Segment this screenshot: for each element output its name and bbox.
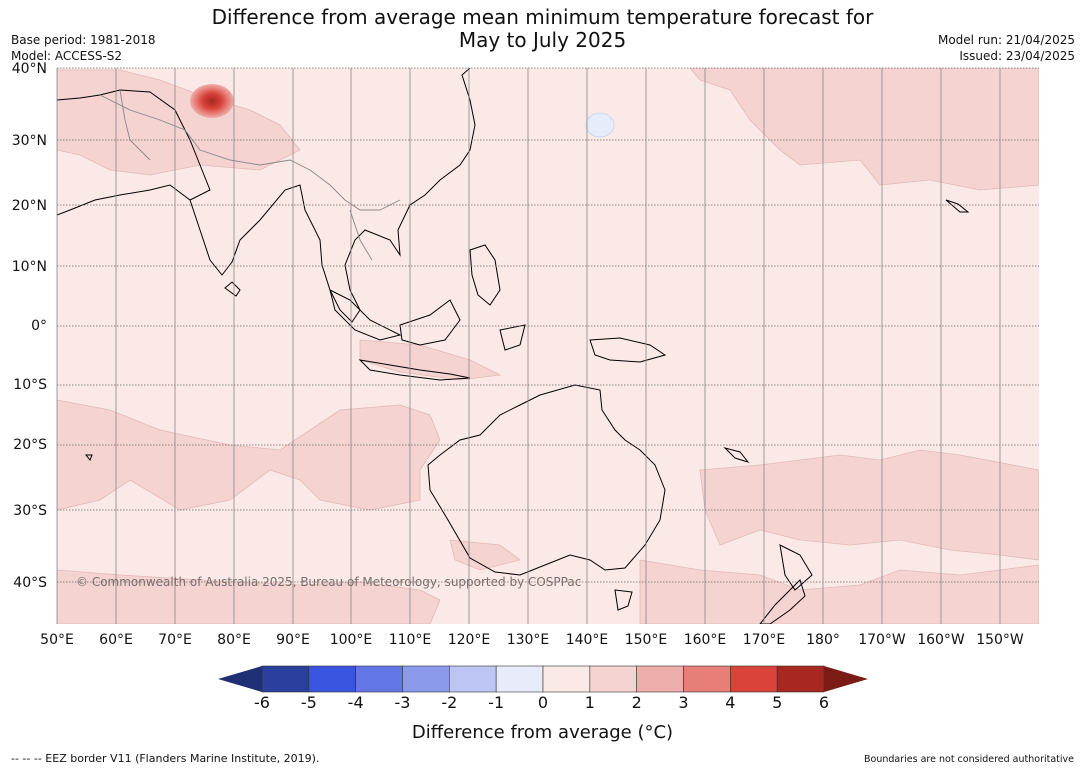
eez-footer-note: -- -- -- EEZ border V11 (Flanders Marine… <box>11 752 320 765</box>
lon-label-170e: 170°E <box>742 632 786 648</box>
lon-label-80e: 80°E <box>217 632 251 648</box>
colorbar-extend-low <box>218 666 262 692</box>
colorbar-cell <box>495 665 544 693</box>
colorbar-cell <box>730 665 778 693</box>
colorbar-tick-label: 1 <box>584 693 595 712</box>
colorbar-tick-label: 2 <box>631 693 642 712</box>
lon-label-130e: 130°E <box>506 632 550 648</box>
base-period: Base period: 1981-2018 <box>11 33 156 47</box>
colorbar-tick-label: 5 <box>772 693 783 712</box>
colorbar-tick-label: -6 <box>254 693 270 712</box>
lat-label-20s: 20°S <box>13 437 47 453</box>
colorbar <box>218 665 868 693</box>
model-name: Model: ACCESS-S2 <box>11 49 123 63</box>
lat-label-20n: 20°N <box>11 198 47 214</box>
lon-label-70e: 70°E <box>158 632 192 648</box>
lon-label-150w: 150°W <box>976 632 1024 648</box>
lat-label-40n: 40°N <box>11 61 47 77</box>
lon-label-160e: 160°E <box>683 632 727 648</box>
lat-label-30s: 30°S <box>13 503 47 519</box>
coastlines <box>57 68 970 624</box>
lat-label-10s: 10°S <box>13 377 47 393</box>
colorbar-tick-label: -1 <box>488 693 505 712</box>
colorbar-title: Difference from average (°C) <box>411 722 674 743</box>
colorbar-cell <box>308 665 356 693</box>
meta-left: Base period: 1981-2018 Model: ACCESS-S2 <box>11 32 156 64</box>
chart-title-line2: May to July 2025 <box>458 28 627 52</box>
colorbar-tick-label: 4 <box>725 693 736 712</box>
colorbar-extend-high <box>824 666 868 692</box>
country-borders <box>99 89 401 261</box>
chart-title-line1: Difference from average mean minimum tem… <box>211 5 874 29</box>
lon-label-140e: 140°E <box>565 632 609 648</box>
colorbar-tick-label: -3 <box>394 693 411 712</box>
lon-label-160w: 160°W <box>917 632 965 648</box>
lon-label-90e: 90°E <box>276 632 310 648</box>
meridians <box>56 68 1001 624</box>
lat-label-40s: 40°S <box>13 575 47 591</box>
colorbar-cell <box>542 665 591 693</box>
boundary-disclaimer: Boundaries are not considered authoritat… <box>864 754 1074 765</box>
lon-label-120e: 120°E <box>447 632 491 648</box>
colorbar-cell <box>589 665 637 693</box>
anomaly-1-2-regions <box>57 68 1039 624</box>
lon-label-100e: 100°E <box>329 632 373 648</box>
cool-anomaly-spot <box>585 112 615 138</box>
lon-label-180: 180° <box>806 632 840 648</box>
colorbar-cell <box>402 665 450 693</box>
lon-label-110e: 110°E <box>388 632 432 648</box>
colorbar-tick-label: 0 <box>537 693 549 712</box>
colorbar-tick-label: -2 <box>441 693 458 712</box>
lon-label-170w: 170°W <box>858 632 906 648</box>
colorbar-cell <box>449 665 497 693</box>
colorbar-cells <box>261 665 825 693</box>
colorbar-cell <box>355 665 403 693</box>
lat-label-30n: 30°N <box>11 133 47 149</box>
meta-right: Model run: 21/04/2025 Issued: 23/04/2025 <box>938 32 1075 64</box>
lat-label-equator: 0° <box>31 318 47 334</box>
colorbar-cell <box>776 665 825 693</box>
hot-anomaly-spot <box>190 84 234 118</box>
lon-label-60e: 60°E <box>99 632 133 648</box>
lon-label-150e: 150°E <box>624 632 668 648</box>
lon-label-50e: 50°E <box>40 632 74 648</box>
copyright-notice: © Commonwealth of Australia 2025, Bureau… <box>76 575 581 589</box>
colorbar-tick-label: -4 <box>347 693 364 712</box>
model-run: Model run: 21/04/2025 <box>937 33 1075 47</box>
colorbar-cell <box>261 665 310 693</box>
colorbar-cell <box>636 665 684 693</box>
colorbar-tick-label: 3 <box>678 693 689 712</box>
issued-date: Issued: 23/04/2025 <box>959 49 1075 63</box>
colorbar-tick-label: -5 <box>300 693 317 712</box>
lat-label-10n: 10°N <box>11 259 47 275</box>
colorbar-tick-label: 6 <box>818 693 830 712</box>
colorbar-cell <box>683 665 731 693</box>
